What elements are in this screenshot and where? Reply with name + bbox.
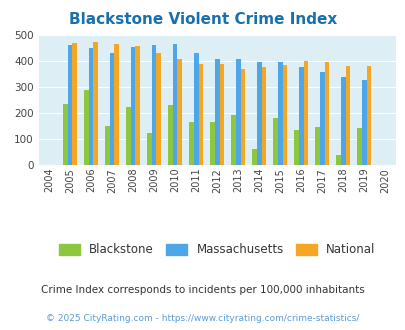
Bar bbox=[173, 44, 177, 165]
Bar bbox=[303, 61, 307, 165]
Bar bbox=[345, 66, 350, 165]
Legend: Blackstone, Massachusetts, National: Blackstone, Massachusetts, National bbox=[54, 239, 379, 261]
Bar bbox=[105, 126, 109, 165]
Bar bbox=[261, 67, 266, 165]
Bar bbox=[214, 59, 219, 165]
Bar bbox=[147, 133, 151, 165]
Bar bbox=[72, 43, 77, 165]
Bar bbox=[93, 42, 98, 165]
Bar bbox=[336, 155, 340, 165]
Bar bbox=[135, 47, 140, 165]
Bar bbox=[324, 62, 328, 165]
Bar bbox=[63, 104, 68, 165]
Bar bbox=[356, 128, 361, 165]
Bar bbox=[361, 80, 366, 165]
Bar bbox=[156, 53, 161, 165]
Bar bbox=[177, 59, 182, 165]
Bar bbox=[240, 69, 245, 165]
Bar bbox=[194, 53, 198, 165]
Bar bbox=[126, 107, 130, 165]
Bar bbox=[315, 127, 319, 165]
Bar bbox=[298, 67, 303, 165]
Text: Blackstone Violent Crime Index: Blackstone Violent Crime Index bbox=[69, 12, 336, 26]
Bar bbox=[168, 105, 173, 165]
Text: Crime Index corresponds to incidents per 100,000 inhabitants: Crime Index corresponds to incidents per… bbox=[41, 285, 364, 295]
Bar bbox=[340, 77, 345, 165]
Bar bbox=[252, 149, 256, 165]
Bar bbox=[277, 62, 282, 165]
Bar bbox=[189, 122, 194, 165]
Bar bbox=[319, 72, 324, 165]
Bar bbox=[256, 62, 261, 165]
Bar bbox=[219, 64, 224, 165]
Text: © 2025 CityRating.com - https://www.cityrating.com/crime-statistics/: © 2025 CityRating.com - https://www.city… bbox=[46, 314, 359, 323]
Bar bbox=[366, 66, 370, 165]
Bar bbox=[231, 115, 235, 165]
Bar bbox=[84, 90, 89, 165]
Bar bbox=[210, 122, 214, 165]
Bar bbox=[114, 44, 119, 165]
Bar bbox=[109, 53, 114, 165]
Bar bbox=[68, 45, 72, 165]
Bar bbox=[130, 47, 135, 165]
Bar bbox=[151, 45, 156, 165]
Bar bbox=[294, 130, 298, 165]
Bar bbox=[198, 64, 202, 165]
Bar bbox=[273, 118, 277, 165]
Bar bbox=[89, 48, 93, 165]
Bar bbox=[235, 59, 240, 165]
Bar bbox=[282, 65, 286, 165]
